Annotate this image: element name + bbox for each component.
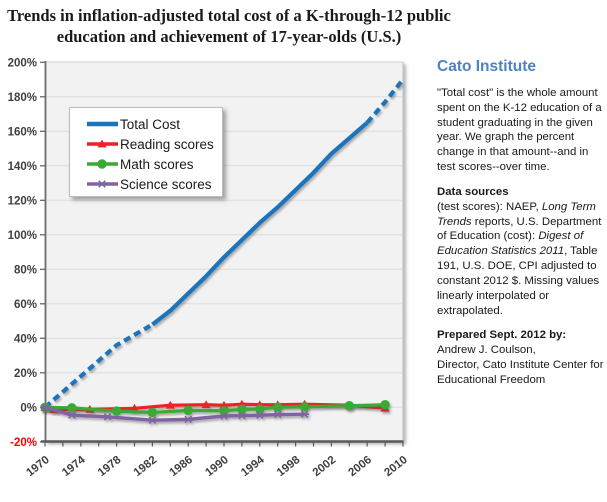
y-tick-label: 60% <box>14 299 37 311</box>
cato-institute-heading: Cato Institute <box>437 58 537 75</box>
data-point-marker <box>111 406 122 416</box>
legend-item-science-scores: Science scores <box>86 174 218 194</box>
series-line <box>151 121 369 327</box>
data-point-marker <box>147 416 157 425</box>
series-science-scores <box>40 403 310 425</box>
prepared-by-role: Director, Cato Institute Center for Educ… <box>437 359 604 386</box>
series-line-dashed <box>43 322 154 409</box>
y-tick-label: 180% <box>8 92 37 104</box>
x-tick-label: 1974 <box>60 454 88 480</box>
legend-item-reading-scores: Reading scores <box>86 134 218 154</box>
x-tick-label: 1978 <box>96 454 124 480</box>
data-point-marker <box>201 400 211 409</box>
y-tick-label: 0% <box>20 402 37 414</box>
y-tick-label: 40% <box>14 333 37 345</box>
chart-title-line2: education and achievement of 17-year-old… <box>56 27 402 47</box>
series-line-dashed <box>365 78 405 125</box>
x-tick-label: 1986 <box>167 454 195 479</box>
data-point-marker <box>67 411 77 419</box>
legend-item-math-scores: Math scores <box>86 154 218 174</box>
data-sources-heading: Data sources <box>437 185 509 198</box>
y-tick-label: 160% <box>8 126 37 138</box>
data-point-marker <box>273 402 283 412</box>
legend-swatch-science-scores-icon <box>87 180 118 188</box>
sources-part: (test scores): NAEP, <box>437 200 542 213</box>
total-cost-note: "Total cost" is the whole amount spent o… <box>437 87 602 174</box>
prepared-by-heading: Prepared Sept. 2012 by: <box>437 329 567 342</box>
chart-title-line1: Trends in inflation-adjusted total cost … <box>7 6 451 25</box>
data-point-marker <box>255 411 265 420</box>
chart-canvas: 200% 180% 160% 140% 120% 100% 80% 60% 40% 20% 0% -2… <box>8 57 410 480</box>
x-tick-label: 2006 <box>346 454 374 479</box>
sources-part: reports, U.S. Department of Education (c… <box>437 215 602 243</box>
data-point-marker <box>165 400 175 409</box>
y-tick-label: 140% <box>8 161 37 173</box>
data-point-marker <box>129 403 140 412</box>
series-math-scores <box>40 400 390 418</box>
data-point-marker <box>183 415 193 424</box>
data-point-marker <box>219 406 229 416</box>
legend-label: Science scores <box>120 176 212 192</box>
legend-swatch-total-cost-icon <box>87 121 118 127</box>
x-tick-label: 1970 <box>24 454 52 479</box>
y-tick-label: 200% <box>8 57 37 69</box>
y-tick-label: 120% <box>8 195 37 207</box>
x-tick-label: 1990 <box>203 454 231 479</box>
data-sources-text: (test scores): NAEP, Long Term Trends re… <box>437 200 607 319</box>
y-tick-label: 20% <box>14 368 37 380</box>
data-point-marker <box>380 400 390 410</box>
x-tick-label: 1994 <box>239 454 267 480</box>
data-point-marker <box>40 403 50 412</box>
data-point-marker <box>344 401 354 411</box>
data-point-marker <box>103 413 113 421</box>
prepared-by-name: Andrew J. Coulson, <box>437 344 536 357</box>
data-point-marker <box>273 410 283 419</box>
chart-legend: Total Cost Reading scores Math scores Scien… <box>69 107 223 197</box>
data-point-marker <box>299 402 310 412</box>
data-point-marker <box>237 404 247 415</box>
x-tick-label: 1982 <box>132 454 160 479</box>
legend-label: Math scores <box>120 156 194 172</box>
data-point-marker <box>97 159 107 169</box>
data-point-marker <box>183 405 193 416</box>
info-panel: Cato Institute "Total cost" is the whole… <box>437 58 607 398</box>
data-point-marker <box>300 410 310 418</box>
y-tick-label: 100% <box>8 230 37 242</box>
data-point-marker <box>147 407 158 418</box>
data-point-marker <box>255 404 265 414</box>
data-point-marker <box>67 403 77 413</box>
x-tick-label: 1998 <box>275 454 303 480</box>
sources-part: , Table 191, U.S. DOE, CPI adjusted to c… <box>437 245 600 317</box>
y-tick-label: -20% <box>10 437 37 449</box>
legend-swatch-math-scores-icon <box>87 159 118 169</box>
data-point-marker <box>237 411 247 420</box>
sources-part-italic: Long Term Trends <box>437 200 596 228</box>
data-point-marker <box>97 180 107 188</box>
legend-label: Reading scores <box>120 136 214 152</box>
series-total-cost <box>43 78 405 409</box>
data-point-marker <box>97 139 107 148</box>
x-tick-label: 2010 <box>382 454 410 479</box>
legend-item-total-cost: Total Cost <box>86 114 218 134</box>
series-line <box>44 403 386 415</box>
sources-part-italic: Digest of Education Statistics 2011 <box>437 230 584 258</box>
legend-label: Total Cost <box>120 116 181 132</box>
legend-swatch-reading-scores-icon <box>87 139 118 148</box>
prepared-by-text: Andrew J. Coulson, Director, Cato Institu… <box>437 343 607 387</box>
chart-title: Trends in inflation-adjusted total cost … <box>0 5 458 47</box>
x-tick-label: 2002 <box>311 454 339 479</box>
series-line <box>44 405 305 422</box>
y-tick-label: 80% <box>14 264 37 276</box>
data-point-marker <box>219 412 229 420</box>
